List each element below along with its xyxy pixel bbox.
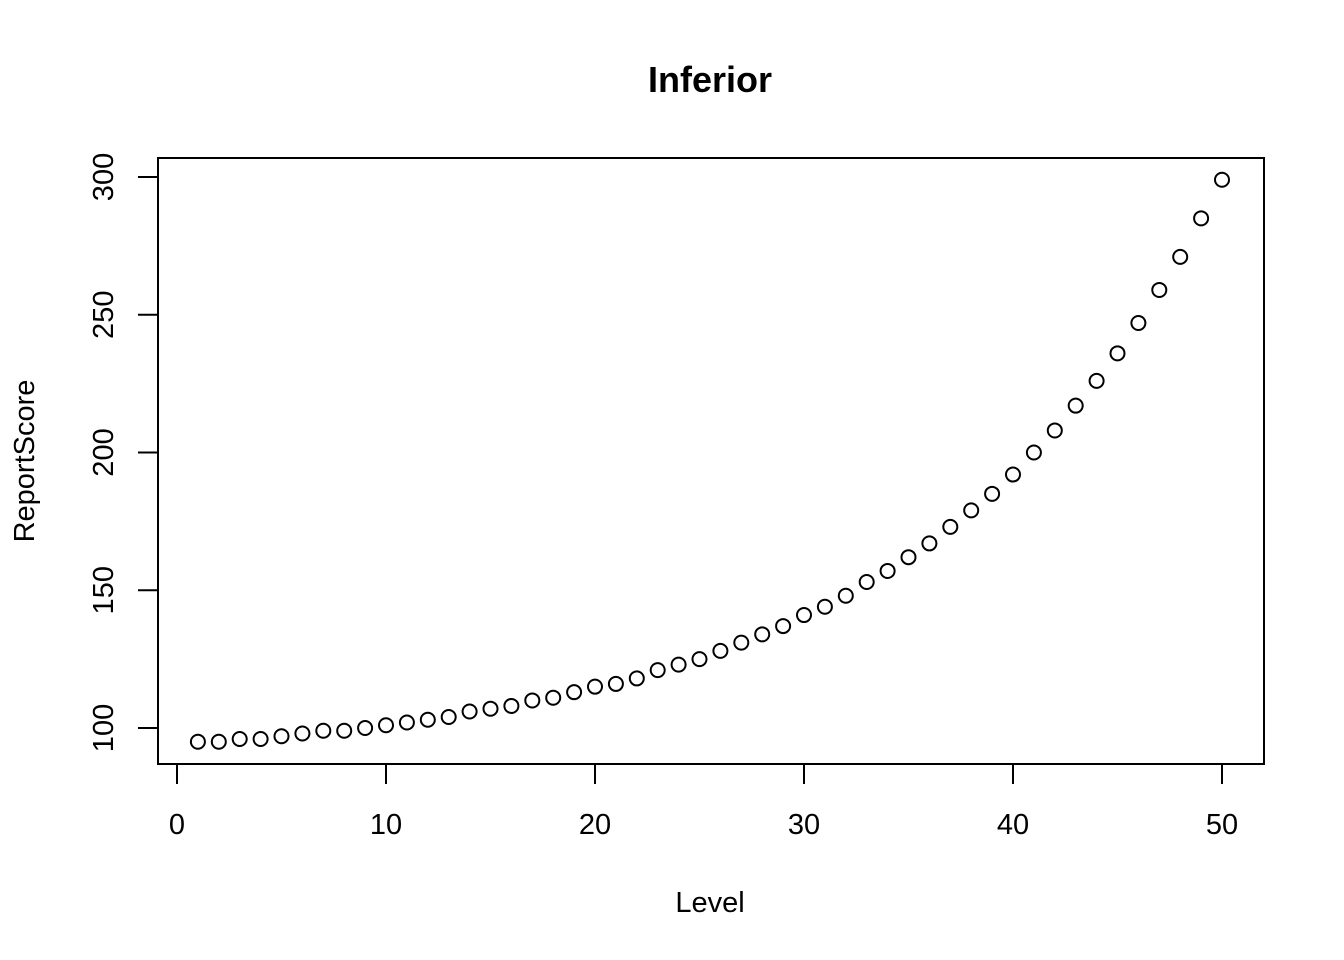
data-point <box>984 485 1001 502</box>
data-point <box>1172 248 1189 265</box>
data-point <box>461 703 478 720</box>
data-point <box>921 535 938 552</box>
x-tick-label: 30 <box>788 809 820 841</box>
data-point <box>545 689 562 706</box>
data-point <box>440 708 457 725</box>
plot-area-frame <box>157 157 1265 765</box>
data-point <box>566 684 583 701</box>
data-point <box>398 714 415 731</box>
x-tick-label: 50 <box>1206 809 1238 841</box>
data-point <box>775 618 792 635</box>
data-point <box>691 651 708 668</box>
x-tick-label: 20 <box>579 809 611 841</box>
data-point <box>1109 345 1126 362</box>
data-point <box>670 656 687 673</box>
data-point <box>754 626 771 643</box>
data-point <box>315 722 332 739</box>
data-point <box>1067 397 1084 414</box>
data-point <box>1046 422 1063 439</box>
data-point <box>712 642 729 659</box>
data-point <box>858 573 875 590</box>
data-point <box>273 728 290 745</box>
data-point <box>942 518 959 535</box>
data-point <box>963 502 980 519</box>
y-tick-label: 100 <box>88 704 120 752</box>
data-point <box>587 678 603 695</box>
x-tick-label: 0 <box>169 809 185 841</box>
data-point <box>357 720 374 736</box>
y-axis-label: ReportScore <box>9 380 41 543</box>
data-point <box>796 607 812 624</box>
data-point <box>1151 281 1168 298</box>
data-point <box>1214 171 1230 188</box>
data-point <box>733 634 750 651</box>
data-point <box>879 562 896 579</box>
x-tick-label: 10 <box>370 809 402 841</box>
data-point <box>189 733 206 750</box>
y-tick-label: 150 <box>88 566 120 614</box>
data-point <box>294 725 311 742</box>
data-point <box>816 598 833 615</box>
data-point <box>482 700 499 717</box>
data-point <box>1005 466 1021 483</box>
data-point <box>649 662 666 679</box>
data-point <box>1088 372 1105 389</box>
data-point <box>336 722 353 739</box>
data-point <box>837 587 854 604</box>
data-point <box>1193 210 1210 227</box>
data-point <box>252 731 269 748</box>
data-points <box>189 171 1230 750</box>
y-tick-label: 300 <box>88 153 120 201</box>
data-point <box>378 717 394 734</box>
data-point <box>607 675 624 692</box>
data-point <box>210 733 227 750</box>
x-tick-label: 40 <box>997 809 1029 841</box>
data-point <box>231 731 248 748</box>
y-axis: 100 150 200 250 300 <box>88 153 159 752</box>
x-axis: 0 10 20 30 40 50 <box>169 763 1238 841</box>
x-axis-label: Level <box>675 887 744 919</box>
y-tick-label: 200 <box>88 428 120 476</box>
data-point <box>524 692 541 709</box>
y-tick-label: 250 <box>88 291 120 339</box>
chart-title: Inferior <box>648 59 772 100</box>
data-point <box>900 549 917 566</box>
data-point <box>503 697 520 714</box>
data-point <box>1025 444 1042 461</box>
data-point <box>419 711 436 728</box>
data-point <box>1130 315 1147 332</box>
data-point <box>628 670 645 687</box>
